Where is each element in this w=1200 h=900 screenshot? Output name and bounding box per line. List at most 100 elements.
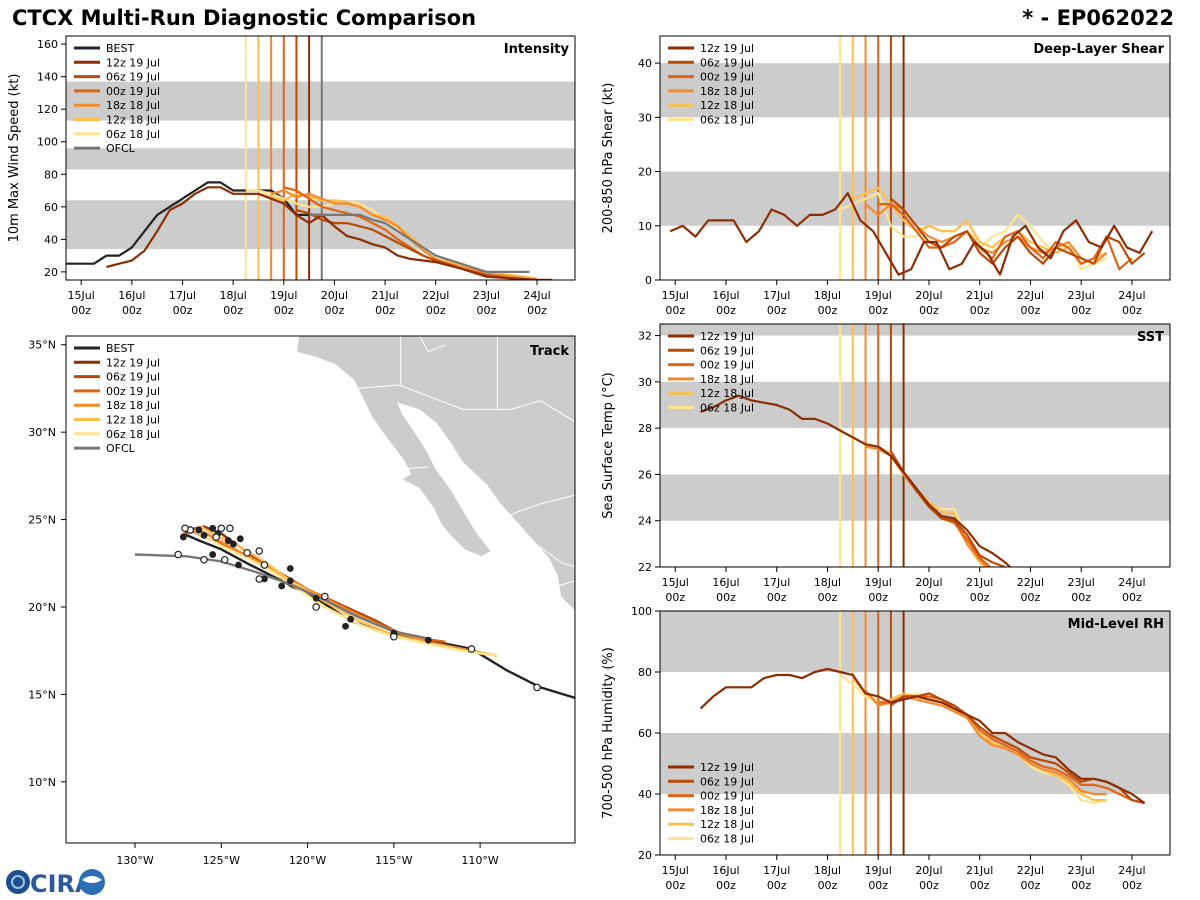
- sst-xtick-label: 17Jul: [763, 576, 790, 589]
- shear-xtick-label: 16Jul: [712, 289, 739, 302]
- track-point-open: [312, 603, 320, 611]
- track-map-area: [134, 336, 575, 700]
- rh-series-line: [878, 695, 1145, 805]
- sst-xtick-label: 00z: [767, 591, 787, 604]
- rh-xtick-label: 24Jul: [1118, 864, 1145, 877]
- shear-legend-label: 06z 19 Jul: [700, 56, 754, 69]
- track-ytick-label: 25°N: [28, 514, 56, 527]
- sst-legend-label: 18z 18 Jul: [700, 373, 754, 386]
- shear-legend-label: 18z 18 Jul: [700, 85, 754, 98]
- storm-id: * - EP062022: [1022, 6, 1174, 30]
- shear-xtick-label: 00z: [868, 304, 888, 317]
- track-point-open: [174, 550, 182, 559]
- track-point-filled: [261, 575, 268, 583]
- intensity-panel: 20 40 60 80 100 120 140 160 15Jul 00z 16Jul 00z 17Ju…: [7, 35, 576, 317]
- rh-panel: 20 40 60 80 100 15Jul 00z 16Jul 00z 17Jul 00z 18Jul…: [601, 605, 1171, 892]
- track-point-open: [390, 632, 398, 641]
- intensity-legend-label: 12z 18 Jul: [106, 114, 160, 127]
- intensity-xtick-label: 00z: [122, 304, 142, 317]
- sst-xtick-label: 16Jul: [712, 576, 739, 589]
- sst-band: [660, 381, 1170, 429]
- intensity-xtick-label: 20Jul: [321, 289, 348, 302]
- intensity-xtick-label: 00z: [375, 304, 395, 317]
- intensity-title: Intensity: [504, 42, 570, 57]
- track-point-filled: [209, 524, 217, 532]
- track-point-filled: [236, 535, 244, 543]
- shear-title: Deep-Layer Shear: [1033, 42, 1164, 57]
- track-line: [182, 532, 575, 700]
- sst-plot-area: [660, 324, 1170, 567]
- sst-band: [660, 474, 1170, 521]
- shear-ylabel: 200-850 hPa Shear (kt): [601, 83, 616, 234]
- track-point-filled: [200, 531, 208, 539]
- rh-series-line: [851, 677, 1107, 802]
- track-ytick-label: 35°N: [28, 339, 56, 352]
- track-point-open: [255, 575, 264, 583]
- intensity-ytick-label: 40: [44, 233, 58, 246]
- shear-xtick-label: 00z: [919, 304, 939, 317]
- rh-xtick-label: 00z: [868, 879, 888, 892]
- rh-xtick-label: 23Jul: [1068, 864, 1095, 877]
- intensity-series-line: [106, 186, 553, 280]
- intensity-xtick-label: 22Jul: [422, 289, 449, 302]
- shear-xtick-label: 22Jul: [1017, 289, 1044, 302]
- track-legend-label: BEST: [106, 342, 134, 355]
- intensity-xtick-label: 00z: [173, 304, 193, 317]
- intensity-series-line: [309, 213, 530, 273]
- intensity-ytick-label: 60: [44, 201, 58, 214]
- shear-xtick-label: 24Jul: [1118, 289, 1145, 302]
- track-point-filled: [424, 636, 432, 644]
- shear-legend-label: 12z 19 Jul: [700, 42, 754, 55]
- intensity-xtick-label: 00z: [426, 304, 446, 317]
- track-ytick-label: 10°N: [28, 776, 56, 789]
- sst-ylabel: Sea Surface Temp (°C): [601, 372, 616, 519]
- shear-xtick-label: 00z: [1071, 304, 1091, 317]
- intensity-ytick-label: 120: [37, 103, 58, 116]
- state-border: [419, 336, 446, 353]
- track-point-filled: [286, 577, 294, 585]
- shear-xtick-label: 19Jul: [865, 289, 892, 302]
- shear-xtick-label: 00z: [970, 304, 990, 317]
- globe-ring-icon: [11, 875, 25, 889]
- sst-xtick-label: 24Jul: [1118, 576, 1145, 589]
- sst-band: [660, 324, 1170, 336]
- shear-xtick-label: 23Jul: [1068, 289, 1095, 302]
- track-ytick-label: 15°N: [28, 688, 56, 701]
- rh-legend-label: 06z 18 Jul: [700, 833, 754, 846]
- intensity-ylabel: 10m Max Wind Speed (kt): [7, 74, 22, 243]
- track-frame: [65, 335, 576, 844]
- rh-xtick-label: 00z: [919, 879, 939, 892]
- shear-xtick-label: 00z: [665, 304, 685, 317]
- track-legend-label: 06z 19 Jul: [106, 371, 160, 384]
- sst-xtick-label: 00z: [919, 591, 939, 604]
- intensity-xtick-label: 00z: [476, 304, 496, 317]
- intensity-plot-area: [66, 36, 575, 280]
- sst-legend-label: 12z 19 Jul: [700, 330, 754, 343]
- sst-title: SST: [1137, 330, 1164, 345]
- intensity-legend-label: 00z 19 Jul: [106, 85, 160, 98]
- sst-panel: 22 24 26 28 30 32 15Jul 00z 16Jul 00z 17Jul 00z 18Ju…: [601, 323, 1171, 604]
- track-point-open: [533, 683, 541, 692]
- state-border: [357, 384, 575, 423]
- intensity-legend-label: 12z 19 Jul: [106, 56, 160, 69]
- shear-ytick-label: 40: [638, 57, 652, 70]
- track-xtick-label: 120°W: [289, 854, 326, 867]
- intensity-xtick-label: 24Jul: [523, 289, 550, 302]
- cira-logo: CIRA: [6, 869, 105, 898]
- sst-xtick-label: 00z: [716, 591, 736, 604]
- rh-ytick-label: 100: [631, 605, 652, 618]
- track-legend-label: OFCL: [106, 442, 136, 455]
- intensity-series-line: [270, 189, 538, 280]
- shear-xtick-label: 20Jul: [915, 289, 942, 302]
- swirl-icon: [82, 876, 102, 883]
- sst-xtick-label: 00z: [970, 591, 990, 604]
- track-point-open: [255, 547, 264, 555]
- rh-ytick-label: 40: [638, 788, 652, 801]
- track-point-open: [217, 524, 226, 533]
- sst-frame: [659, 323, 1171, 568]
- sst-ytick-label: 26: [638, 468, 652, 481]
- page-title: CTCX Multi-Run Diagnostic Comparison: [12, 6, 477, 30]
- rh-series-line: [699, 667, 1146, 804]
- track-ytick-label: 20°N: [28, 601, 56, 614]
- intensity-ytick-label: 160: [37, 38, 58, 51]
